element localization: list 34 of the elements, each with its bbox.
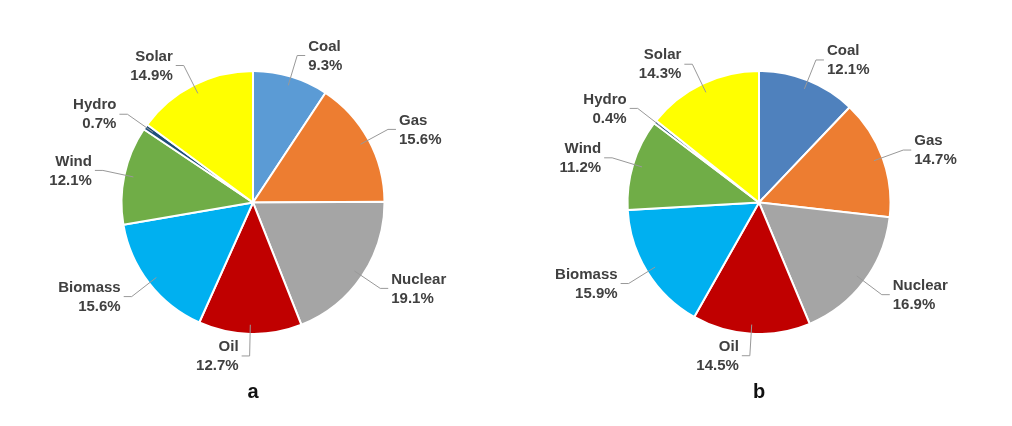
data-label: 11.2% <box>559 157 602 175</box>
data-label: 0.4% <box>592 108 627 126</box>
data-label: 14.5% <box>696 355 739 373</box>
slice-label: Wind <box>55 151 92 169</box>
slice-label: Biomass <box>555 264 618 282</box>
data-label: 0.7% <box>82 114 117 132</box>
slice-label: Hydro <box>583 89 627 107</box>
slice-label: Coal <box>308 36 341 54</box>
data-label: 15.9% <box>575 283 618 301</box>
data-label: 14.9% <box>130 65 173 83</box>
text: b <box>751 380 767 403</box>
slice-label: Gas <box>914 131 943 149</box>
slice-label: Nuclear <box>391 269 447 287</box>
slice-label: Wind <box>564 138 602 156</box>
slice-label: Gas <box>398 110 428 128</box>
slice-label: Oil <box>218 337 239 355</box>
slice-label: Solar <box>643 45 682 63</box>
data-label: 14.3% <box>638 64 682 82</box>
data-label: 12.1% <box>826 60 870 78</box>
text: a <box>246 380 260 403</box>
slice-label: Hydro <box>73 95 117 113</box>
slice-label: Solar <box>135 46 173 64</box>
data-label: 12.1% <box>49 170 92 188</box>
slice-label: Biomass <box>58 277 121 295</box>
slice-label: Oil <box>718 336 739 354</box>
data-label: 19.1% <box>391 288 434 306</box>
data-label: 9.3% <box>308 55 343 73</box>
data-label: 15.6% <box>398 129 442 147</box>
data-label: 15.6% <box>78 296 121 314</box>
slice-label: Coal <box>826 41 860 59</box>
slice-label: Nuclear <box>892 275 948 293</box>
data-label: 12.7% <box>196 356 239 374</box>
data-label: 16.9% <box>892 294 936 312</box>
data-label: 14.7% <box>914 150 957 168</box>
